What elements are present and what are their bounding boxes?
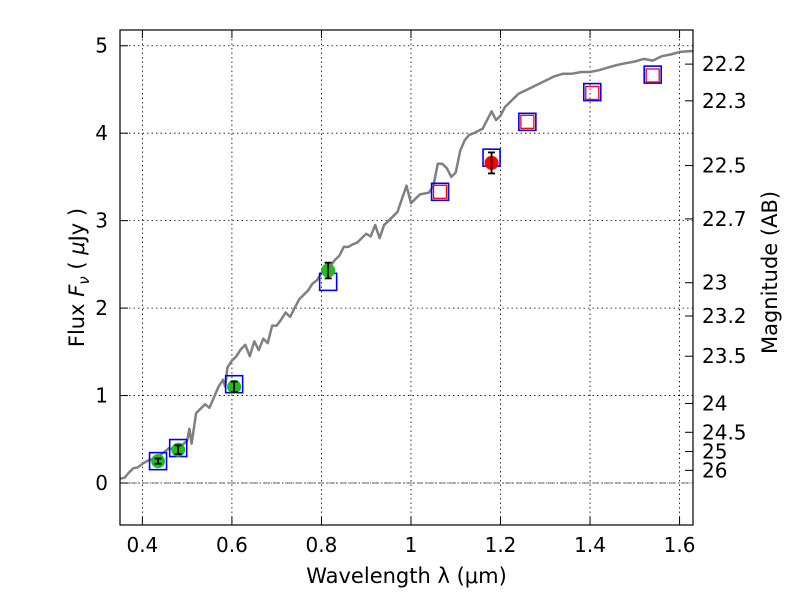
- axis-ticks: 0.4 0.6 0.8 1 1.2 1.4 1.601234522.222.322.522.…: [95, 30, 747, 557]
- model-photometry-box: [643, 65, 663, 84]
- magnitude-tick-label: 22.2: [702, 52, 747, 76]
- model-photometry-box: [582, 82, 602, 102]
- x-tick-label: 1: [405, 533, 418, 557]
- magnitude-tick-label: 22.3: [702, 89, 747, 113]
- x-tick-label: 0.6: [216, 533, 248, 557]
- x-axis-label: Wavelength λ (μm): [306, 564, 507, 588]
- y-axis-label-prefix: Flux: [65, 297, 89, 347]
- magnitude-tick-label: 24: [702, 391, 727, 415]
- y-axis-label-unit: Jy ): [65, 208, 89, 244]
- model-photometry-box: [430, 182, 450, 202]
- right-axis-label: Magnitude (AB): [758, 191, 782, 354]
- magnitude-tick-label: 23: [702, 271, 727, 295]
- y-tick-label: 1: [95, 384, 108, 408]
- y-tick-label: 0: [95, 471, 108, 495]
- plot-area: [119, 49, 694, 480]
- y-axis-label: Flux Fν ( μJy ): [65, 208, 93, 347]
- magnitude-tick-label: 23.5: [702, 344, 747, 368]
- x-tick-label: 0.8: [306, 533, 338, 557]
- x-tick-label: 1.4: [574, 533, 606, 557]
- grid-lines: [120, 30, 693, 525]
- observed-photometry-box: [645, 68, 660, 83]
- magnitude-tick-label: 22.5: [702, 154, 747, 178]
- magnitude-tick-label: 22.7: [702, 207, 747, 231]
- y-tick-label: 5: [95, 34, 108, 58]
- y-tick-label: 3: [95, 209, 108, 233]
- x-tick-label: 1.6: [664, 533, 696, 557]
- y-axis-label-symbol: F: [65, 284, 89, 297]
- observed-photometry-box: [585, 85, 600, 101]
- y-axis-label-open: (: [65, 255, 89, 277]
- observed-photometry-box: [520, 114, 535, 129]
- x-tick-label: 0.4: [126, 533, 158, 557]
- model-photometry-box: [518, 112, 537, 132]
- model-photometry-box: [148, 451, 168, 471]
- y-axis-label-subscript: ν: [75, 276, 93, 284]
- magnitude-tick-label: 24.5: [702, 420, 747, 444]
- y-axis-label-unit-prefix: μ: [65, 241, 89, 255]
- y-tick-label: 2: [95, 296, 108, 320]
- magnitude-tick-label: 26: [702, 458, 727, 482]
- y-tick-label: 4: [95, 121, 108, 145]
- plot-frame: [119, 29, 694, 526]
- magnitude-tick-label: 25: [702, 440, 727, 464]
- observed-photometry-box: [432, 184, 448, 199]
- spectrum-line: [119, 49, 694, 480]
- magnitude-tick-label: 23.2: [702, 304, 747, 328]
- x-tick-label: 1.2: [485, 533, 517, 557]
